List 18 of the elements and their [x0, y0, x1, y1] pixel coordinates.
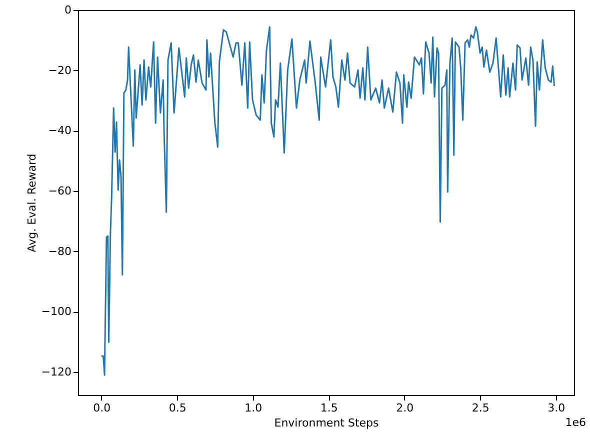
- x-tick-label: 0.5: [168, 402, 186, 414]
- y-tick-label: 0: [64, 4, 72, 16]
- y-tick-label: −40: [48, 124, 72, 138]
- y-tick-label: −60: [48, 184, 72, 198]
- x-tick-label: 1.5: [320, 402, 338, 414]
- line-series: [100, 26, 556, 376]
- y-tick-label: −120: [41, 366, 72, 379]
- x-tick-label: 0.0: [93, 402, 111, 414]
- x-tick-label: 1.0: [244, 402, 262, 414]
- y-tick-label: −80: [48, 244, 72, 258]
- x-axis-title: Environment Steps: [274, 416, 380, 430]
- y-tick-label: −20: [48, 64, 72, 77]
- y-axis-title: Avg. Eval. Reward: [25, 154, 38, 252]
- x-tick-label: 2.5: [472, 402, 490, 414]
- x-tick-label: 3.0: [548, 402, 566, 414]
- y-tick-label: −100: [41, 305, 72, 318]
- x-tick-label: 2.0: [396, 402, 414, 414]
- text: 1e6: [565, 416, 586, 429]
